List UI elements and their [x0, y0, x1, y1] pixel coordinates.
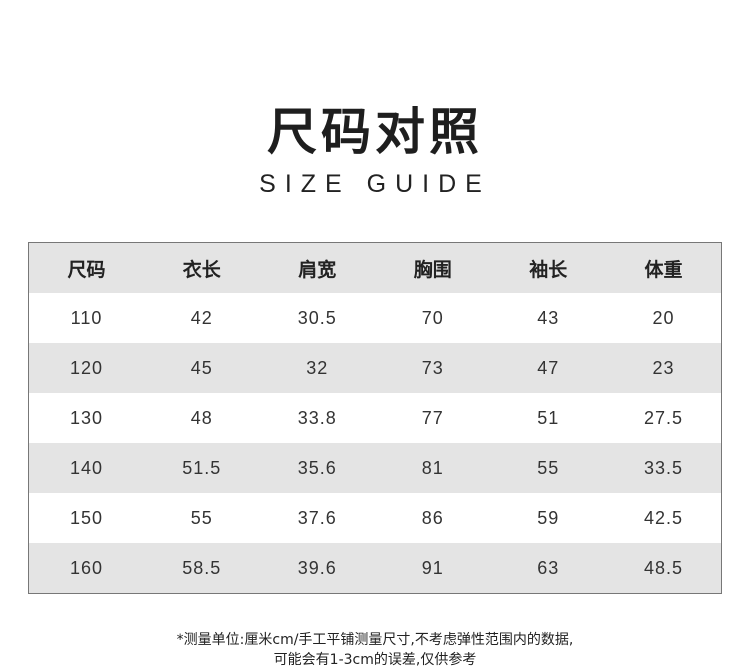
- table-cell: 33.5: [643, 457, 684, 478]
- table-header-row: 尺码 衣长 肩宽 胸围 袖长 体重: [28, 242, 722, 293]
- table-cell: 77: [421, 407, 444, 428]
- table-cell: 91: [421, 557, 444, 578]
- table-cell: 48: [190, 407, 213, 428]
- table-row: 140 51.5 35.6 81 55 33.5: [28, 443, 722, 493]
- note-line-1: *测量单位:厘米cm/手工平铺测量尺寸,不考虑弹性范围内的数据,: [176, 632, 574, 648]
- table-cell: 32: [306, 357, 329, 378]
- table-row: 120 45 32 73 47 23: [28, 343, 722, 393]
- table-cell: 59: [537, 507, 560, 528]
- table-cell: 51: [537, 407, 560, 428]
- table-cell: 42: [190, 307, 213, 328]
- column-header: 衣长: [182, 258, 221, 281]
- table-cell: 45: [190, 357, 213, 378]
- table-cell: 160: [69, 557, 104, 578]
- table-cell: 73: [421, 357, 444, 378]
- table-cell: 48.5: [643, 557, 684, 578]
- table-cell: 120: [69, 357, 104, 378]
- table-cell: 35.6: [297, 457, 337, 478]
- table-cell: 33.8: [297, 407, 337, 428]
- table-row: 110 42 30.5 70 43 20: [28, 293, 722, 343]
- table-cell: 23: [652, 357, 675, 378]
- table-cell: 37.6: [297, 507, 337, 528]
- table-cell: 20: [652, 307, 675, 328]
- table-row: 150 55 37.6 86 59 42.5: [28, 493, 722, 543]
- table-cell: 86: [421, 507, 444, 528]
- table-cell: 140: [69, 457, 104, 478]
- size-table: 尺码 衣长 肩宽 胸围 袖长 体重 110 42 30.5 70 43 20 120 45 32 73 47 2…: [28, 242, 722, 594]
- table-cell: 39.6: [297, 557, 337, 578]
- table-cell: 58.5: [182, 557, 222, 578]
- table-cell: 150: [69, 507, 104, 528]
- table-row: 160 58.5 39.6 91 63 48.5: [28, 543, 722, 594]
- page-subtitle: SIZE GUIDE: [259, 170, 491, 198]
- table-cell: 63: [537, 557, 560, 578]
- table-cell: 70: [421, 307, 444, 328]
- table-cell: 55: [190, 507, 213, 528]
- column-header: 尺码: [67, 258, 106, 281]
- page-title: 尺码对照: [267, 103, 483, 161]
- measurement-note: *测量单位:厘米cm/手工平铺测量尺寸,不考虑弹性范围内的数据, 可能会有1-3…: [0, 630, 750, 670]
- table-cell: 110: [70, 307, 103, 328]
- table-cell: 81: [421, 457, 444, 478]
- column-header: 体重: [644, 258, 683, 281]
- table-cell: 130: [69, 407, 104, 428]
- table-row: 130 48 33.8 77 51 27.5: [28, 393, 722, 443]
- column-header: 肩宽: [298, 258, 337, 281]
- table-cell: 55: [537, 457, 560, 478]
- table-cell: 47: [537, 357, 560, 378]
- table-cell: 27.5: [643, 407, 684, 428]
- column-header: 胸围: [413, 258, 452, 281]
- table-cell: 30.5: [297, 307, 337, 328]
- column-header: 袖长: [529, 258, 568, 281]
- note-line-2: 可能会有1-3cm的误差,仅供参考: [273, 652, 477, 668]
- table-cell: 42.5: [643, 507, 684, 528]
- table-cell: 43: [537, 307, 560, 328]
- table-cell: 51.5: [182, 457, 222, 478]
